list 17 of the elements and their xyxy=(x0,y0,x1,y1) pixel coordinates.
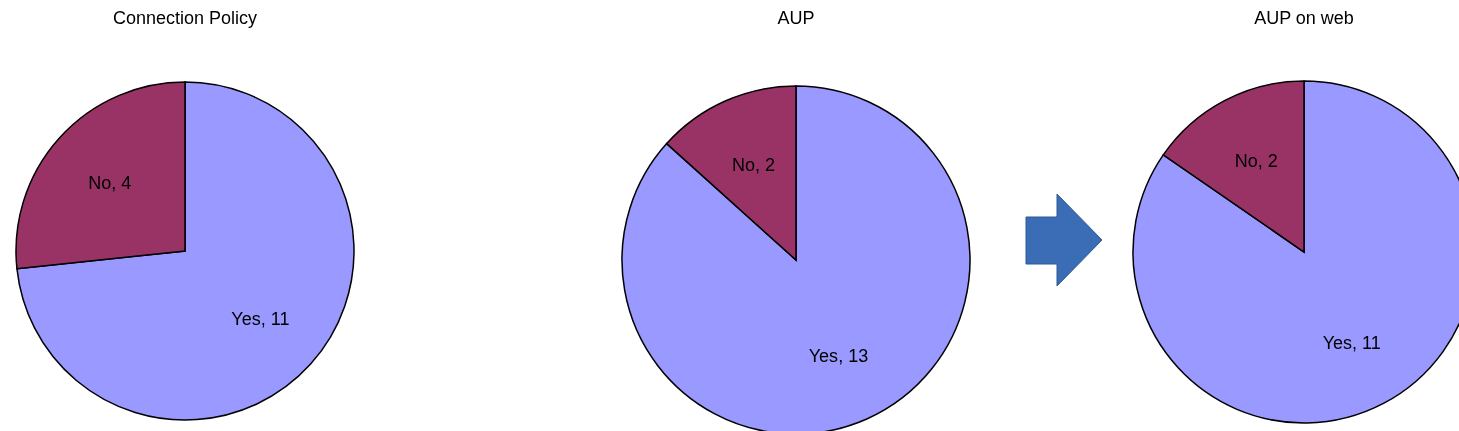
slice-label: Yes xyxy=(1322,333,1353,354)
slice-label: Yes xyxy=(808,345,839,366)
data-label: , 4 xyxy=(111,173,132,194)
data-label: , 2 xyxy=(755,154,776,175)
pie-slice xyxy=(16,81,355,421)
data-label: , 11 xyxy=(260,309,290,330)
data-label: , 2 xyxy=(1257,151,1278,172)
slice-label: No xyxy=(88,173,112,194)
data-label: , 13 xyxy=(838,345,869,366)
pie-slice xyxy=(621,85,971,431)
slice-label: No xyxy=(1234,151,1258,172)
data-label: , 11 xyxy=(1352,333,1381,354)
chart-title: AUP xyxy=(777,8,815,28)
chart-title: AUP on web xyxy=(1254,8,1354,28)
slice-label: Yes xyxy=(231,309,261,330)
chart-title: Connection Policy xyxy=(112,8,258,28)
slice-label: No xyxy=(732,154,756,175)
